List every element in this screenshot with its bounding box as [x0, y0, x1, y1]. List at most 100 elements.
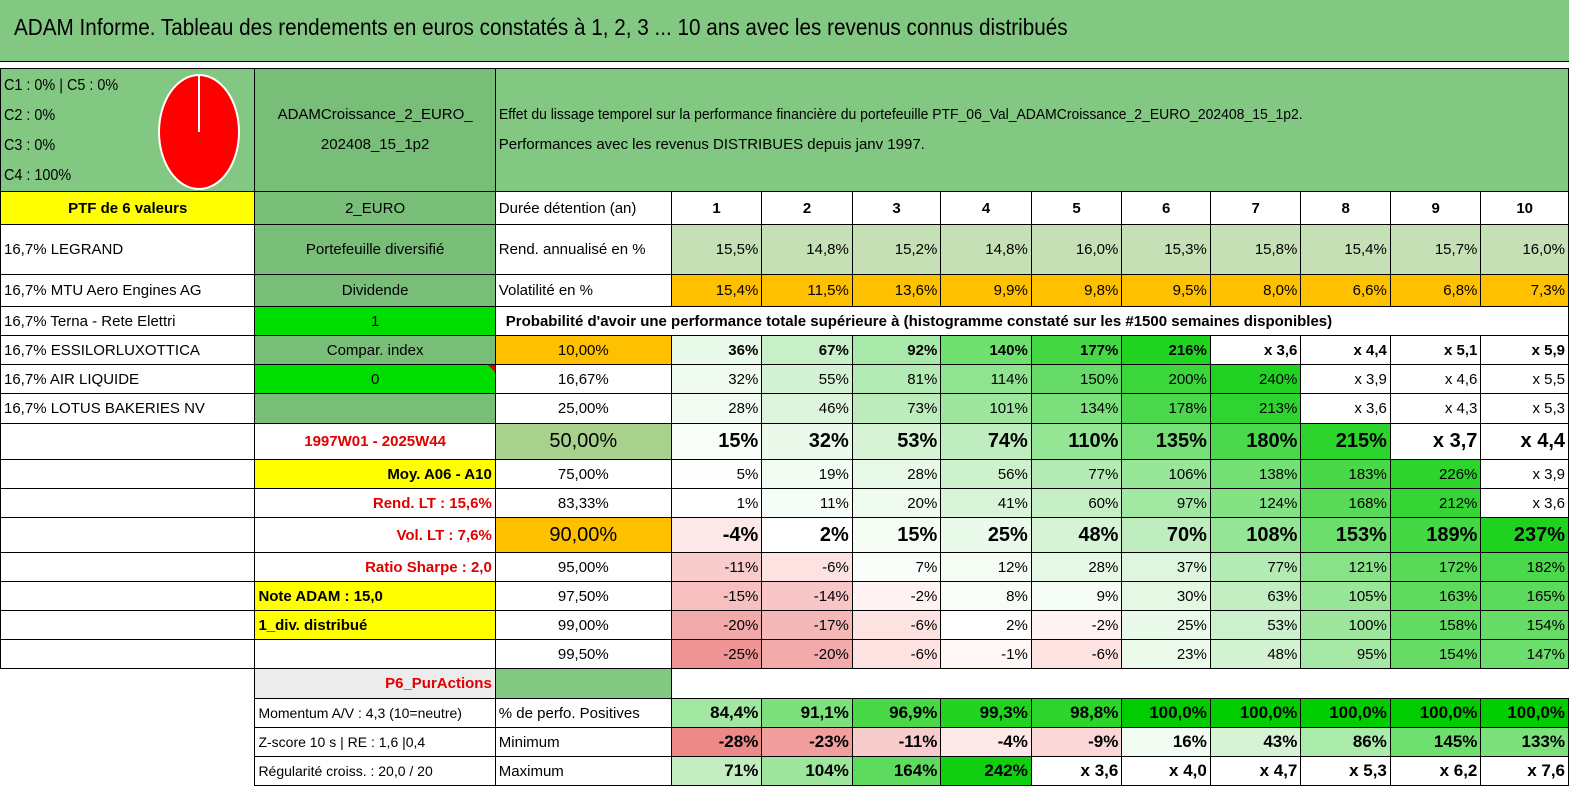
prob-cell: 153% — [1300, 517, 1391, 553]
currency-label: 2_EURO — [254, 191, 496, 225]
prob-cell: 183% — [1300, 459, 1391, 489]
rend-lt-label: Rend. LT : 15,6% — [254, 488, 496, 518]
dividend-label: Dividende — [254, 274, 496, 307]
prob-cell: 56% — [940, 459, 1032, 489]
vol-cell: 8,0% — [1209, 274, 1302, 307]
prob-cell: 28% — [1030, 552, 1123, 582]
prob-cell: -14% — [761, 581, 853, 611]
prob-cell: 32% — [761, 423, 853, 460]
pos-cell: 91,1% — [761, 698, 853, 728]
prob-cell: 25% — [940, 517, 1032, 553]
prob-cell: x 4,4 — [1300, 335, 1391, 365]
prob-cell: 2% — [940, 610, 1032, 640]
min-cell: 86% — [1300, 727, 1391, 757]
prob-cell: -6% — [851, 639, 942, 669]
pos-cell: 100,0% — [1480, 698, 1569, 728]
empty-cell — [0, 552, 256, 582]
prob-cell: -1% — [940, 639, 1032, 669]
max-cell: 104% — [761, 756, 853, 786]
prob-cell: 12% — [940, 552, 1032, 582]
prob-cell: 108% — [1209, 517, 1302, 553]
ptf-label: PTF de 6 valeurs — [0, 191, 256, 225]
max-cell: 164% — [851, 756, 942, 786]
prob-cell: x 5,1 — [1389, 335, 1482, 365]
pos-cell: 98,8% — [1030, 698, 1123, 728]
pos-info-label: Momentum A/V : 4,3 (10=neutre) — [254, 698, 496, 728]
min-cell: 145% — [1389, 727, 1482, 757]
rend-cell: 16,0% — [1480, 224, 1569, 275]
prob-cell: 165% — [1480, 581, 1569, 611]
vol-cell: 6,6% — [1300, 274, 1391, 307]
prob-cell: 150% — [1030, 364, 1123, 394]
empty-cell — [1, 728, 255, 757]
rend-cell: 16,0% — [1030, 224, 1123, 275]
empty-cell — [0, 459, 256, 489]
title-banner: ADAM Informe. Tableau des rendements en … — [0, 0, 1569, 62]
prob-cell: 134% — [1030, 393, 1123, 424]
prob-cell: 37% — [1121, 552, 1211, 582]
min-cell: -11% — [851, 727, 942, 757]
prob-cell: 28% — [851, 459, 942, 489]
probability-rows: 16,7% ESSILORLUXOTTICA Compar. index 10,00… — [0, 335, 1569, 669]
prob-cell: 178% — [1121, 393, 1211, 424]
empty-cell — [0, 610, 256, 640]
prob-cell: -20% — [761, 639, 853, 669]
prob-cell: 41% — [940, 488, 1032, 518]
prob-cell: 180% — [1209, 423, 1302, 460]
prob-cell: 147% — [1480, 639, 1569, 669]
prob-threshold: 97,50% — [494, 581, 672, 611]
prob-cell: 20% — [851, 488, 942, 518]
prob-cell: 101% — [940, 393, 1032, 424]
prob-threshold: 95,00% — [494, 552, 672, 582]
rend-cell: 15,4% — [1300, 224, 1391, 275]
holding-3: 16,7% Terna - Rete Elettri — [0, 306, 256, 336]
prob-cell: 154% — [1389, 639, 1482, 669]
vol-cell: 9,5% — [1121, 274, 1211, 307]
stats-rows: Momentum A/V : 4,3 (10=neutre)% de perfo… — [1, 698, 1569, 786]
pos-cell: 84,4% — [670, 698, 763, 728]
empty-info-cell — [254, 639, 496, 669]
rend-cell: 14,8% — [940, 224, 1032, 275]
prob-threshold: 10,00% — [494, 335, 672, 365]
legend-c1-c5: C1 : 0% | C5 : 0% — [4, 77, 119, 94]
prob-cell: 182% — [1480, 552, 1569, 582]
div-distrib-label: 1_div. distribué — [254, 610, 496, 640]
empty-cell — [0, 517, 256, 553]
pos-label: % de perfo. Positives — [494, 698, 672, 728]
year-10: 10 — [1480, 191, 1569, 225]
prob-header: Probabilité d'avoir une performance tota… — [494, 306, 1569, 336]
prob-cell: 32% — [670, 364, 763, 394]
allocation-pie-chart — [158, 74, 240, 190]
empty-info-cell — [254, 393, 496, 424]
year-9: 9 — [1389, 191, 1482, 225]
prob-cell: 154% — [1480, 610, 1569, 640]
holding-2: 16,7% MTU Aero Engines AG — [0, 274, 256, 307]
prob-cell: x 3,6 — [1300, 393, 1391, 424]
prob-cell: 106% — [1121, 459, 1211, 489]
prob-threshold: 50,00% — [494, 423, 672, 460]
prob-cell: x 5,5 — [1480, 364, 1569, 394]
prob-cell: 140% — [940, 335, 1032, 365]
dividend-value: 1 — [254, 306, 496, 336]
rend-cell: 15,3% — [1121, 224, 1211, 275]
max-cell: 71% — [670, 756, 763, 786]
prob-cell: -6% — [1030, 639, 1123, 669]
prob-cell: 135% — [1121, 423, 1211, 460]
prob-cell: 114% — [940, 364, 1032, 394]
prob-cell: 124% — [1209, 488, 1302, 518]
prob-cell: 177% — [1030, 335, 1123, 365]
prob-cell: 95% — [1300, 639, 1391, 669]
prob-cell: x 5,3 — [1480, 393, 1569, 424]
vol-cell: 7,3% — [1480, 274, 1569, 307]
min-cell: -23% — [761, 727, 853, 757]
prob-cell: 240% — [1209, 364, 1302, 394]
vol-cell: 9,8% — [1030, 274, 1123, 307]
min-cell: -9% — [1030, 727, 1123, 757]
holding-4: 16,7% ESSILORLUXOTTICA — [0, 335, 256, 365]
fund-name: ADAMCroissance_2_EURO_ 202408_15_1p2 — [254, 68, 496, 192]
year-6: 6 — [1121, 191, 1211, 225]
prob-cell: x 3,6 — [1209, 335, 1302, 365]
prob-cell: 81% — [851, 364, 942, 394]
period-label: 1997W01 - 2025W44 — [254, 423, 496, 460]
prob-cell: 2% — [761, 517, 853, 553]
